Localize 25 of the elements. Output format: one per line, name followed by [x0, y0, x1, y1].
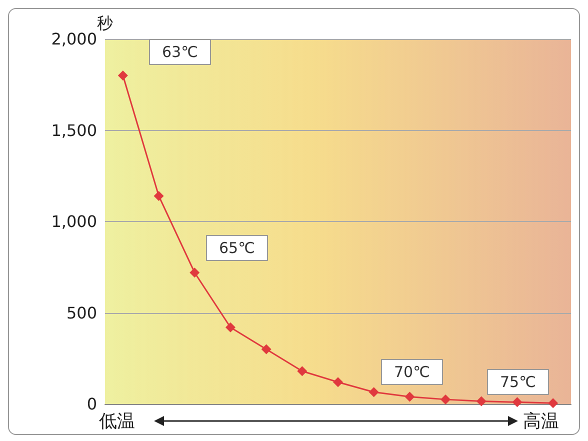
point — [261, 344, 272, 354]
text: 低温 — [99, 410, 135, 433]
point — [368, 387, 379, 398]
point — [297, 366, 308, 376]
annotation: 70℃ — [381, 359, 443, 385]
point — [476, 396, 486, 406]
point — [440, 394, 451, 404]
point — [404, 392, 415, 402]
y-tick-label: 2,000 — [51, 30, 97, 48]
point — [154, 190, 164, 201]
point — [118, 70, 128, 80]
annotation: 63℃ — [149, 39, 211, 65]
annotation: 65℃ — [206, 235, 268, 261]
y-tick-label: 500 — [66, 303, 97, 322]
point — [512, 397, 522, 408]
annotation: 75℃ — [487, 369, 549, 395]
text: 高温 — [523, 410, 559, 433]
y-tick-label: 0 — [86, 394, 97, 414]
point — [190, 268, 200, 278]
y-tick-label: 1,500 — [51, 120, 97, 140]
point — [333, 377, 343, 388]
y-axis-title: 秒 — [97, 14, 113, 33]
point — [225, 322, 236, 332]
point — [548, 398, 558, 408]
y-tick-label: 1,000 — [51, 212, 97, 231]
